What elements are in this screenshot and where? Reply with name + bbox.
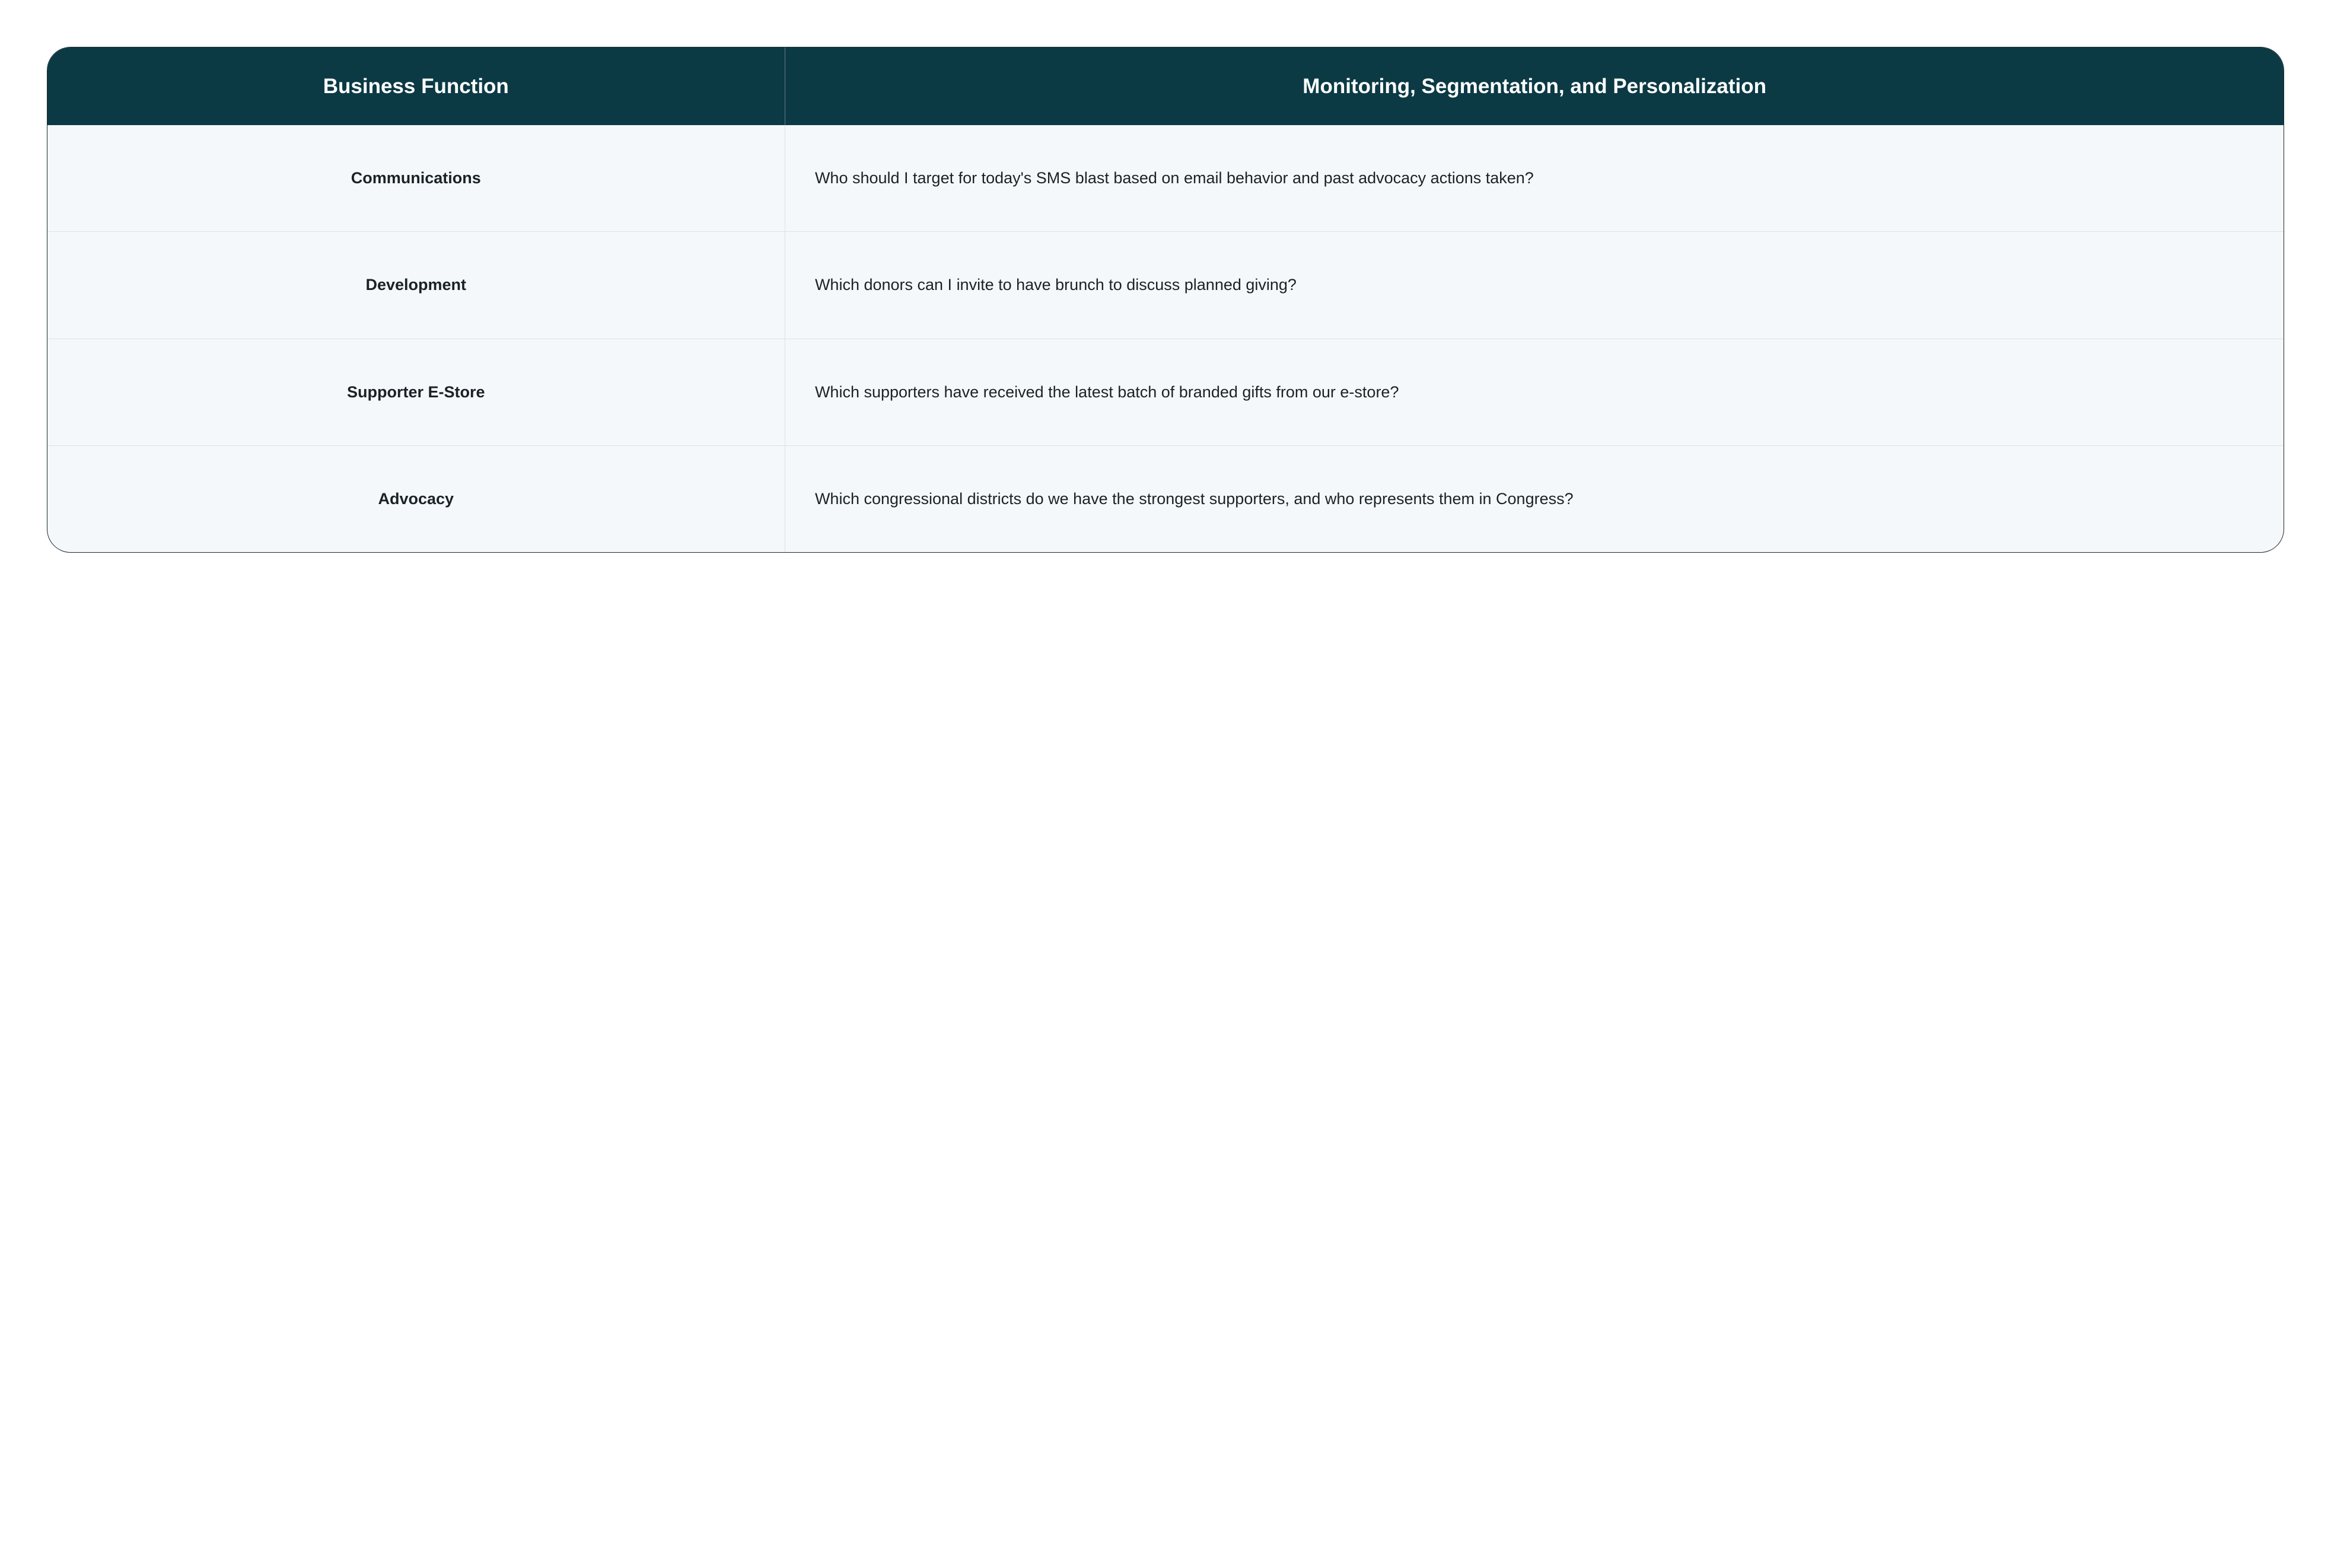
column-header-monitoring: Monitoring, Segmentation, and Personaliz… xyxy=(785,47,2284,126)
cell-function: Supporter E-Store xyxy=(47,339,785,445)
cell-function: Advocacy xyxy=(47,446,785,552)
table-header-row: Business Function Monitoring, Segmentati… xyxy=(47,47,2284,126)
cell-detail: Which supporters have received the lates… xyxy=(785,339,2284,445)
cell-detail-text: Which supporters have received the lates… xyxy=(815,381,1399,404)
cell-detail-text: Which congressional districts do we have… xyxy=(815,487,1574,511)
table-row: Supporter E-Store Which supporters have … xyxy=(47,339,2284,445)
cell-function: Communications xyxy=(47,125,785,231)
cell-detail-text: Which donors can I invite to have brunch… xyxy=(815,273,1297,297)
table-body: Communications Who should I target for t… xyxy=(47,125,2284,552)
table-row: Communications Who should I target for t… xyxy=(47,125,2284,231)
column-header-business-function: Business Function xyxy=(47,47,785,126)
business-function-table: Business Function Monitoring, Segmentati… xyxy=(47,47,2285,553)
cell-detail: Which donors can I invite to have brunch… xyxy=(785,232,2284,338)
cell-function: Development xyxy=(47,232,785,338)
cell-detail: Who should I target for today's SMS blas… xyxy=(785,125,2284,231)
cell-detail: Which congressional districts do we have… xyxy=(785,446,2284,552)
table-row: Development Which donors can I invite to… xyxy=(47,231,2284,338)
cell-detail-text: Who should I target for today's SMS blas… xyxy=(815,167,1534,190)
table-row: Advocacy Which congressional districts d… xyxy=(47,445,2284,552)
